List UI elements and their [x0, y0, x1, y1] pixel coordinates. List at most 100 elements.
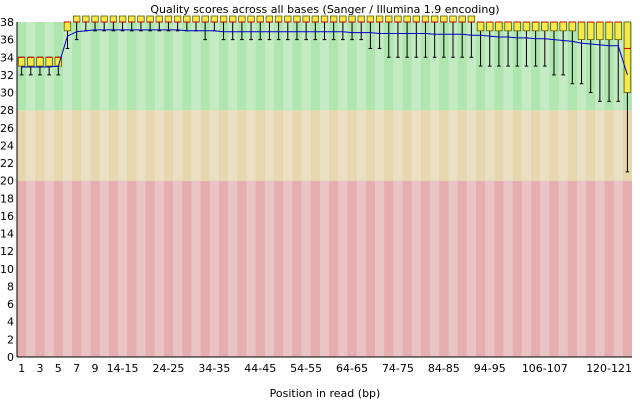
- box-24: [239, 16, 246, 22]
- box-47: [450, 16, 457, 22]
- box-12: [128, 16, 135, 22]
- stripe-1-59: [559, 110, 568, 181]
- box-45: [431, 16, 438, 22]
- stripe-2-19: [191, 22, 200, 110]
- stripe-0-31: [302, 181, 311, 357]
- box-62: [587, 22, 594, 40]
- y-tick-label-15: 30: [0, 87, 14, 100]
- box-48: [459, 16, 466, 22]
- box-32: [312, 16, 319, 22]
- y-tick-label-4: 8: [7, 280, 14, 293]
- stripe-1-53: [503, 110, 512, 181]
- x-axis-label: Position in read (bp): [270, 387, 381, 400]
- y-tick-label-7: 14: [0, 228, 14, 241]
- box-65: [615, 22, 622, 40]
- box-1: [27, 57, 34, 66]
- stripe-0-57: [540, 181, 549, 357]
- stripe-1-17: [173, 110, 182, 181]
- y-tick-label-1: 2: [7, 333, 14, 346]
- box-50: [477, 22, 484, 31]
- stripe-0-61: [577, 181, 586, 357]
- stripe-1-61: [577, 110, 586, 181]
- stripe-0-49: [467, 181, 476, 357]
- stripe-0-3: [45, 181, 54, 357]
- box-41: [395, 16, 402, 22]
- stripe-2-21: [210, 22, 219, 110]
- box-2: [37, 57, 44, 66]
- stripe-0-21: [210, 181, 219, 357]
- x-tick-label-2: 5: [55, 362, 62, 375]
- stripe-2-9: [100, 22, 109, 110]
- stripe-1-37: [357, 110, 366, 181]
- stripe-1-29: [283, 110, 292, 181]
- box-25: [248, 16, 255, 22]
- stripe-1-27: [265, 110, 274, 181]
- x-tick-label-15: 120-121: [586, 362, 632, 375]
- box-60: [569, 22, 576, 31]
- box-49: [468, 16, 475, 22]
- stripe-1-41: [393, 110, 402, 181]
- stripe-0-27: [265, 181, 274, 357]
- box-31: [303, 16, 310, 22]
- box-30: [294, 16, 301, 22]
- box-39: [376, 16, 383, 22]
- stripe-0-39: [375, 181, 384, 357]
- box-52: [496, 22, 503, 31]
- box-20: [202, 16, 209, 22]
- box-0: [18, 57, 25, 66]
- x-tick-label-9: 54-55: [290, 362, 322, 375]
- box-3: [46, 57, 53, 66]
- stripe-1-5: [63, 110, 72, 181]
- box-43: [413, 16, 420, 22]
- box-64: [606, 22, 613, 40]
- stripe-0-9: [100, 181, 109, 357]
- x-tick-label-7: 34-35: [198, 362, 230, 375]
- stripe-2-7: [81, 22, 90, 110]
- stripe-0-11: [118, 181, 127, 357]
- stripe-1-21: [210, 110, 219, 181]
- stripe-0-19: [191, 181, 200, 357]
- stripe-0-29: [283, 181, 292, 357]
- stripe-0-53: [503, 181, 512, 357]
- stripe-1-47: [448, 110, 457, 181]
- x-tick-label-4: 9: [92, 362, 99, 375]
- box-56: [532, 22, 539, 31]
- box-61: [578, 22, 585, 40]
- stripe-1-35: [338, 110, 347, 181]
- stripe-0-43: [412, 181, 421, 357]
- stripe-2-11: [118, 22, 127, 110]
- box-58: [551, 22, 558, 31]
- x-tick-label-11: 74-75: [382, 362, 414, 375]
- box-26: [257, 16, 264, 22]
- y-tick-label-8: 16: [0, 210, 14, 223]
- y-tick-label-19: 38: [0, 16, 14, 29]
- box-36: [349, 16, 356, 22]
- stripe-0-65: [614, 181, 623, 357]
- y-tick-label-11: 22: [0, 157, 14, 170]
- stripe-1-13: [136, 110, 145, 181]
- stripe-0-15: [155, 181, 164, 357]
- box-63: [597, 22, 604, 40]
- box-37: [358, 16, 365, 22]
- box-55: [523, 22, 530, 31]
- stripe-1-19: [191, 110, 200, 181]
- x-tick-label-14: 106-107: [522, 362, 568, 375]
- box-6: [73, 16, 80, 22]
- stripe-0-45: [430, 181, 439, 357]
- stripe-1-33: [320, 110, 329, 181]
- stripe-0-37: [357, 181, 366, 357]
- box-27: [266, 16, 273, 22]
- x-tick-label-12: 84-85: [428, 362, 460, 375]
- x-tick-label-6: 24-25: [152, 362, 184, 375]
- box-10: [110, 16, 117, 22]
- stripe-1-65: [614, 110, 623, 181]
- box-38: [367, 16, 374, 22]
- stripe-1-39: [375, 110, 384, 181]
- x-tick-label-0: 1: [18, 362, 25, 375]
- stripe-0-55: [522, 181, 531, 357]
- y-tick-label-0: 0: [7, 351, 14, 364]
- stripe-0-59: [559, 181, 568, 357]
- box-46: [441, 16, 448, 22]
- box-42: [404, 16, 411, 22]
